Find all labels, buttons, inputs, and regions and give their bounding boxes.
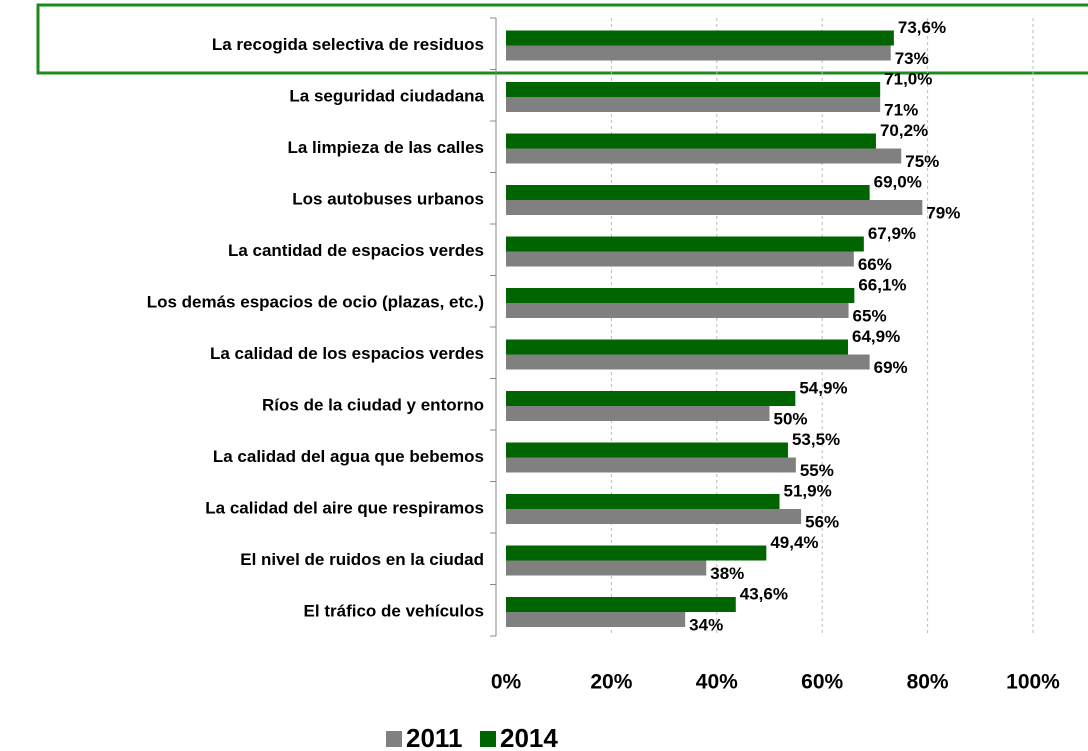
value-label: 54,9%: [799, 378, 847, 397]
value-label: 51,9%: [784, 481, 832, 500]
value-label: 38%: [710, 564, 744, 583]
value-label: 65%: [853, 306, 887, 325]
value-label: 73,6%: [898, 18, 946, 37]
category-label: La calidad de los espacios verdes: [210, 344, 484, 363]
category-label: La limpieza de las calles: [287, 138, 484, 157]
value-label: 34%: [689, 615, 723, 634]
value-label: 53,5%: [792, 430, 840, 449]
category-label: La recogida selectiva de residuos: [212, 35, 484, 54]
bar: [506, 303, 849, 318]
category-label: El tráfico de vehículos: [304, 601, 484, 620]
category-label: La calidad del aire que respiramos: [205, 498, 484, 517]
bar: [506, 494, 780, 509]
bar: [506, 354, 870, 370]
value-label: 69,0%: [874, 172, 922, 191]
legend-swatch: [480, 731, 496, 747]
bar: [506, 597, 736, 612]
value-label: 70,2%: [880, 121, 928, 140]
bar: [506, 82, 881, 97]
category-label: Los autobuses urbanos: [292, 189, 484, 208]
bar: [506, 442, 788, 458]
x-tick-label: 0%: [491, 671, 522, 694]
x-tick-label: 100%: [1006, 671, 1060, 694]
bar: [506, 509, 802, 524]
category-label: La seguridad ciudadana: [289, 86, 484, 105]
value-label: 67,9%: [868, 224, 916, 243]
value-label: 49,4%: [770, 533, 818, 552]
bar: [506, 30, 894, 46]
bar: [506, 133, 876, 149]
value-label: 64,9%: [852, 327, 900, 346]
bar: [506, 457, 796, 473]
legend-swatch: [386, 731, 402, 747]
value-label: 43,6%: [740, 584, 788, 603]
bar: [506, 406, 770, 421]
bar: [506, 148, 902, 164]
bar: [506, 339, 849, 355]
bar: [506, 200, 923, 215]
x-tick-label: 60%: [801, 671, 843, 694]
category-label: La cantidad de espacios verdes: [228, 241, 484, 260]
category-label: Los demás espacios de ocio (plazas, etc.…: [147, 292, 484, 311]
bar: [506, 236, 864, 252]
value-label: 66,1%: [858, 275, 906, 294]
value-label: 66%: [858, 255, 892, 274]
legend-label: 2014: [500, 723, 558, 751]
highlight-box: [36, 3, 1088, 75]
x-tick-label: 80%: [907, 671, 949, 694]
value-label: 69%: [874, 358, 908, 377]
value-label: 71,0%: [884, 69, 932, 88]
bar: [506, 288, 855, 303]
value-label: 75%: [905, 152, 939, 171]
bar: [506, 545, 767, 561]
x-tick-label: 40%: [696, 671, 738, 694]
value-label: 73%: [895, 49, 929, 68]
value-label: 56%: [805, 512, 839, 531]
category-label: El nivel de ruidos en la ciudad: [240, 550, 484, 569]
bar: [506, 560, 707, 576]
value-label: 55%: [800, 461, 834, 480]
bar: [506, 97, 881, 112]
value-label: 71%: [884, 100, 918, 119]
bar: [506, 251, 854, 267]
bar: [506, 612, 686, 627]
legend-label: 2011: [406, 723, 462, 751]
bar: [506, 185, 870, 200]
bar: [506, 391, 796, 406]
bar: [506, 45, 891, 61]
value-label: 79%: [926, 203, 960, 222]
value-label: 50%: [774, 409, 808, 428]
x-tick-label: 20%: [590, 671, 632, 694]
category-label: La calidad del agua que bebemos: [213, 447, 484, 466]
category-label: Ríos de la ciudad y entorno: [262, 395, 484, 414]
